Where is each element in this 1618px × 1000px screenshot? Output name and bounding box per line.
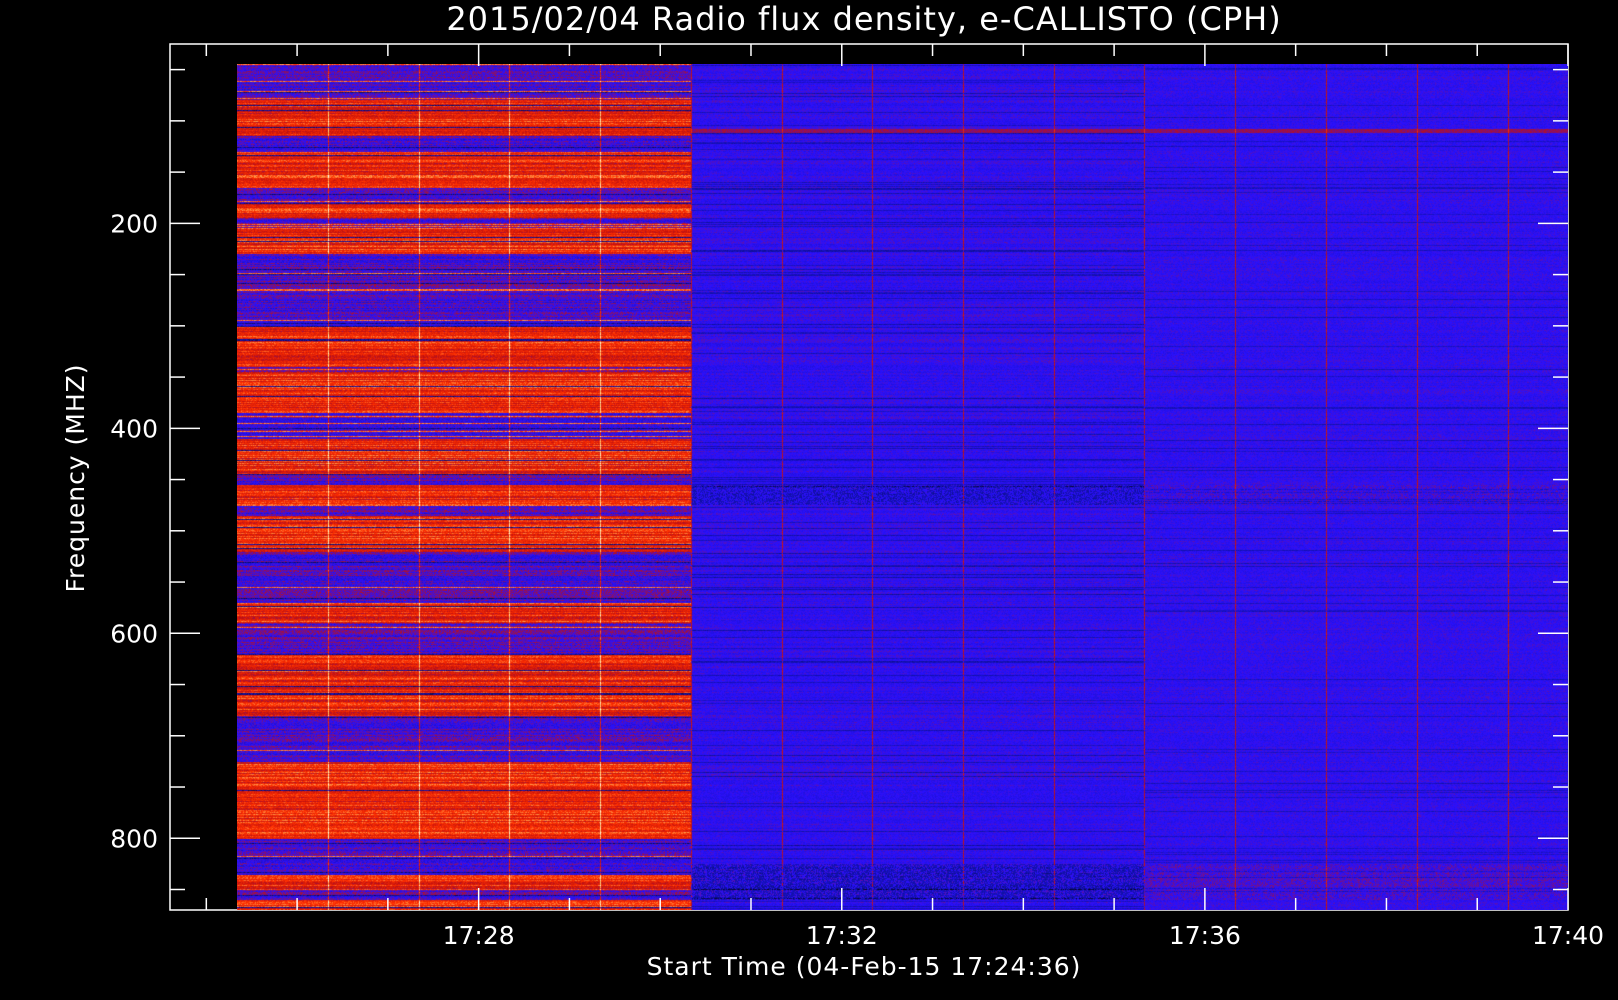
- y-axis-label: Frequency (MHZ): [61, 363, 90, 592]
- chart-title: 2015/02/04 Radio flux density, e-CALLIST…: [446, 0, 1281, 38]
- plot-frame: [169, 43, 1569, 911]
- x-tick-label: 17:32: [806, 921, 878, 950]
- axis-tick-labels: 17:28 17:32 17:36 17:40 200 400 600 800: [110, 209, 1604, 950]
- x-tick-label: 17:40: [1532, 921, 1604, 950]
- x-tick-label: 17:28: [443, 921, 515, 950]
- x-tick-label: 17:36: [1169, 921, 1241, 950]
- x-axis-label: Start Time (04-Feb-15 17:24:36): [647, 952, 1082, 981]
- y-tick-label: 200: [110, 209, 158, 238]
- spectrogram-image: [237, 64, 1568, 910]
- axis-ticks: [170, 44, 1569, 910]
- y-tick-label: 400: [110, 414, 158, 443]
- y-tick-label: 800: [110, 824, 158, 853]
- y-tick-label: 600: [110, 619, 158, 648]
